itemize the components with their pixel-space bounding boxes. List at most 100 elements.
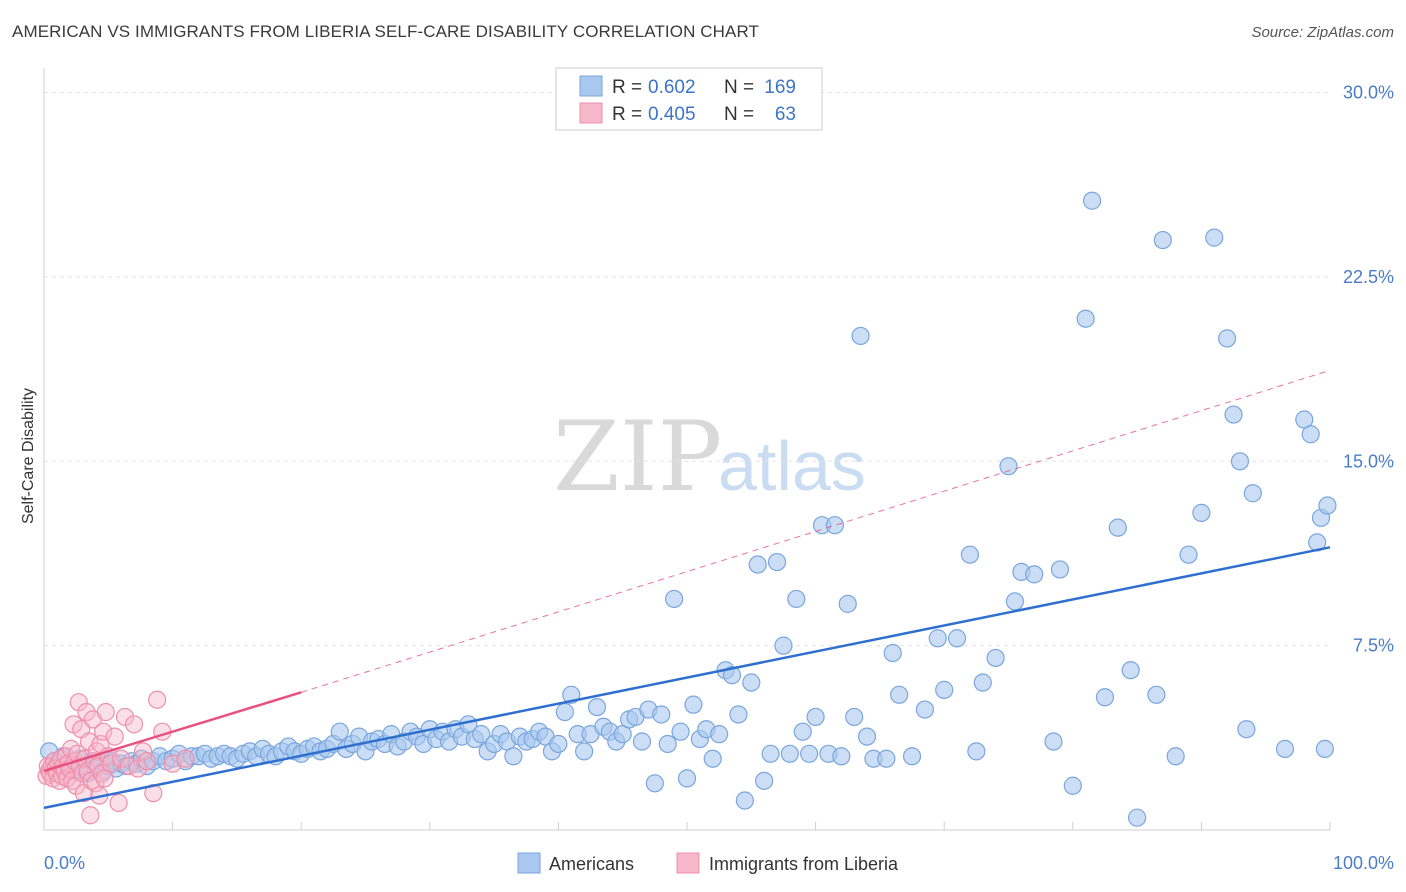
point-american [1063,776,1082,795]
point-american [825,516,844,535]
point-american [967,742,986,761]
point-american [330,722,349,741]
point-american [832,747,851,766]
point-american [677,769,697,788]
point-liberia [79,732,99,751]
point-liberia [105,727,124,746]
y-tick-label: 30.0% [1343,83,1394,103]
point-liberia [77,702,96,722]
watermark-zip: ZIP [553,401,722,513]
legend-r-value-liberia: 0.405 [648,104,696,125]
point-american [684,695,703,714]
point-liberia [137,752,156,771]
point-american [658,734,677,754]
y-tick-label: 15.0% [1343,451,1394,471]
point-american [1230,452,1250,471]
point-american [1301,425,1320,444]
point-american [1237,720,1256,739]
point-american [1275,739,1295,758]
point-american [935,680,954,699]
point-american [575,742,594,761]
point-american [1218,329,1237,348]
legend-n-label-americans: N = [724,77,754,98]
point-american [1166,747,1185,766]
point-american [1076,309,1095,328]
series-liberia [37,690,195,825]
point-american [645,774,664,793]
y-tick-label: 7.5% [1353,636,1394,656]
point-american [999,457,1018,476]
point-american [755,771,774,790]
point-american [806,707,825,727]
watermark: ZIP atlas [553,401,866,513]
point-american [947,629,967,648]
point-american [973,673,992,692]
point-american [1121,661,1140,680]
legend-n-value-americans: 169 [764,77,796,98]
point-american [793,722,812,741]
gridlines [44,92,1330,647]
point-american [735,791,754,810]
point-american [851,326,870,346]
point-american [722,666,742,685]
point-american [857,727,877,746]
point-liberia [96,702,115,722]
point-american [1147,685,1166,704]
bottom-legend-label-liberia: Immigrants from Liberia [709,854,899,874]
point-american [902,747,922,766]
point-american [928,629,947,648]
point-american [549,734,568,754]
point-liberia [81,806,100,825]
point-american [504,747,523,766]
x-tick-label-max: 100.0% [1333,853,1394,873]
point-american [652,705,671,724]
point-american [587,697,607,717]
chart-source: Source: ZipAtlas.com [1251,24,1394,41]
point-american [883,643,902,663]
bottom-legend-swatch-americans [517,852,541,874]
trend-line-americans [43,546,1331,810]
y-tick-labels: 7.5% 15.0% 22.5% 30.0% [1343,83,1394,656]
point-american [1315,739,1334,758]
point-american [1179,545,1198,564]
point-liberia [92,764,111,783]
point-american [877,749,896,768]
point-american [915,700,935,719]
point-liberia [94,722,113,741]
y-tick-label: 22.5% [1343,267,1394,287]
point-american [1224,405,1243,424]
trend-line-liberia [43,691,302,773]
point-american [890,685,909,704]
point-american [555,702,574,722]
point-american [780,744,799,763]
point-american [472,725,491,744]
y-axis-label: Self-Care Disability [20,388,37,524]
point-american [1127,808,1147,827]
point-american [729,705,748,724]
point-american [1243,484,1262,503]
legend-n-value-liberia: 63 [775,104,796,125]
legend-r-label-americans: R = [612,77,642,98]
point-american [1153,230,1172,250]
point-american [845,707,864,727]
point-liberia [69,693,88,712]
point-american [665,589,684,609]
point-liberia [148,690,167,709]
point-american [1050,560,1070,579]
point-american [774,636,793,655]
point-american [1318,496,1337,515]
point-american [1044,732,1063,751]
point-liberia [112,749,131,768]
x-tick-label-min: 0.0% [44,853,85,873]
point-american [787,589,806,609]
point-american [800,744,819,763]
legend-swatch-americans [579,75,603,97]
point-american [960,545,980,564]
legend-r-value-americans: 0.602 [648,77,696,98]
point-american [838,594,857,613]
point-american [1095,688,1115,707]
x-ticks [172,822,1331,830]
point-american [767,552,787,572]
point-american [1005,592,1025,611]
